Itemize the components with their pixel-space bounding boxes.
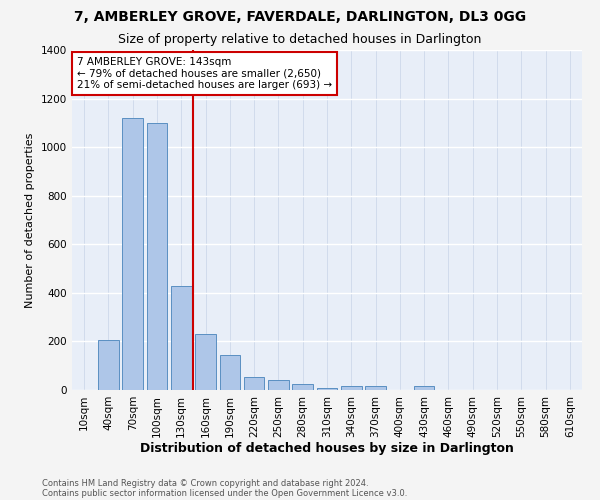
Bar bbox=[98, 340, 119, 390]
Text: Size of property relative to detached houses in Darlington: Size of property relative to detached ho… bbox=[118, 32, 482, 46]
X-axis label: Distribution of detached houses by size in Darlington: Distribution of detached houses by size … bbox=[140, 442, 514, 456]
Bar bbox=[171, 286, 191, 390]
Bar bbox=[317, 388, 337, 390]
Bar bbox=[341, 386, 362, 390]
Bar bbox=[220, 355, 240, 390]
Bar bbox=[195, 334, 216, 390]
Text: Contains HM Land Registry data © Crown copyright and database right 2024.: Contains HM Land Registry data © Crown c… bbox=[42, 478, 368, 488]
Bar bbox=[414, 386, 434, 390]
Bar bbox=[146, 123, 167, 390]
Bar bbox=[292, 384, 313, 390]
Bar bbox=[122, 118, 143, 390]
Bar bbox=[268, 380, 289, 390]
Y-axis label: Number of detached properties: Number of detached properties bbox=[25, 132, 35, 308]
Bar bbox=[365, 386, 386, 390]
Text: 7, AMBERLEY GROVE, FAVERDALE, DARLINGTON, DL3 0GG: 7, AMBERLEY GROVE, FAVERDALE, DARLINGTON… bbox=[74, 10, 526, 24]
Bar bbox=[244, 376, 265, 390]
Text: Contains public sector information licensed under the Open Government Licence v3: Contains public sector information licen… bbox=[42, 488, 407, 498]
Text: 7 AMBERLEY GROVE: 143sqm
← 79% of detached houses are smaller (2,650)
21% of sem: 7 AMBERLEY GROVE: 143sqm ← 79% of detach… bbox=[77, 57, 332, 90]
